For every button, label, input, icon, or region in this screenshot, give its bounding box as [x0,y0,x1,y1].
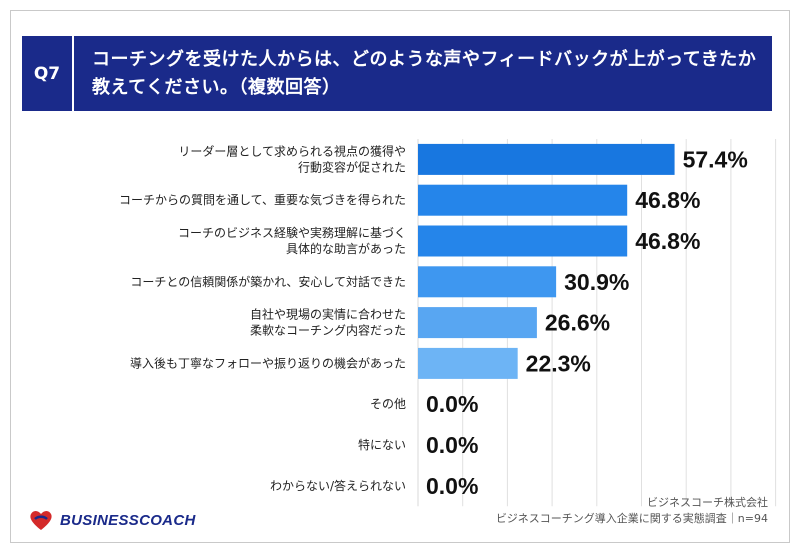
bar [418,347,518,379]
bar [418,143,675,175]
value-label: 46.8% [635,228,700,254]
category-label: その他 [370,397,406,411]
bar [418,225,628,257]
category-label: コーチのビジネス経験や実務理解に基づく [178,225,406,240]
category-label: わからない/答えられない [270,478,406,493]
logo-text: BUSINESSCOACH [60,511,196,529]
question-header: Q7 コーチングを受けた人からは、どのような声やフィードバックが上がってきたか教… [22,36,772,111]
category-label: 自社や現場の実情に合わせた [250,307,406,322]
value-label: 0.0% [426,473,478,499]
company-logo: BUSINESSCOACH [28,503,196,537]
logo-heart-icon [30,511,52,530]
source-survey: ビジネスコーチング導入企業に関する実態調査｜n=94 [495,512,768,525]
source-note: ビジネスコーチ株式会社 ビジネスコーチング導入企業に関する実態調査｜n=94 [496,495,768,527]
value-label: 57.4% [683,146,748,172]
question-text: コーチングを受けた人からは、どのような声やフィードバックが上がってきたか教えてく… [92,49,757,98]
value-labels: 57.4%46.8%46.8%30.9%26.6%22.3%0.0%0.0%0.… [426,146,748,498]
category-label: コーチとの信頼関係が築かれ、安心して対話できた [130,274,406,289]
category-label: 特にない [358,437,406,452]
category-label: コーチからの質問を通して、重要な気づきを得られた [119,192,406,207]
bar [418,184,628,216]
source-company: ビジネスコーチ株式会社 [647,496,768,509]
category-label: リーダー層として求められる視点の獲得や [178,143,406,158]
bar [418,266,557,298]
category-label: 具体的な助言があった [286,241,406,256]
value-label: 0.0% [426,432,478,458]
category-labels: リーダー層として求められる視点の獲得や行動変容が促されたコーチからの質問を通して… [119,143,406,492]
value-label: 26.6% [545,310,610,336]
category-label: 行動変容が促された [298,159,406,174]
bars [418,143,675,379]
bar [418,307,537,339]
question-badge: Q7 [22,36,74,111]
category-label: 導入後も丁寧なフォローや振り返りの機会があった [130,355,406,370]
value-label: 30.9% [564,269,629,295]
value-label: 0.0% [426,391,478,417]
category-label: 柔軟なコーチング内容だった [250,323,406,338]
value-label: 46.8% [635,187,700,213]
value-label: 22.3% [526,350,591,376]
